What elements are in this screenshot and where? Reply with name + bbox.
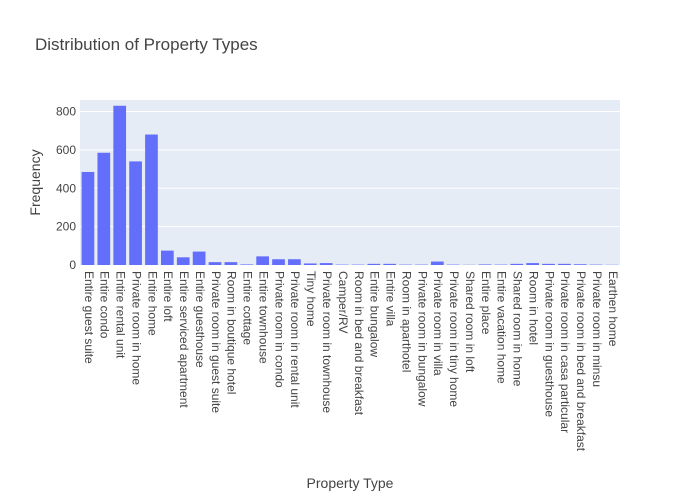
bar[interactable] bbox=[574, 264, 587, 265]
x-tick-label: Entire home bbox=[145, 271, 159, 336]
bar[interactable] bbox=[288, 259, 301, 265]
x-axis-title: Property Type bbox=[307, 475, 394, 491]
bar[interactable] bbox=[558, 264, 571, 265]
bar[interactable] bbox=[240, 264, 253, 265]
bar[interactable] bbox=[304, 263, 317, 265]
x-tick-label: Camper/RV bbox=[336, 271, 350, 333]
x-tick-label: Room in hotel bbox=[526, 271, 540, 345]
x-tick-label: Room in boutique hotel bbox=[225, 271, 239, 394]
x-tick-label: Entire serviced apartment bbox=[177, 271, 191, 408]
x-tick-label: Entire rental unit bbox=[114, 271, 128, 359]
x-tick-label: Private room in rental unit bbox=[288, 271, 302, 408]
x-tick-label: Shared room in loft bbox=[463, 271, 477, 373]
bar[interactable] bbox=[431, 262, 444, 265]
y-tick-label: 800 bbox=[56, 105, 76, 119]
x-tick-label: Shared room in home bbox=[511, 271, 525, 387]
plot-area bbox=[80, 100, 620, 265]
x-tick-label: Entire villa bbox=[384, 271, 398, 327]
x-tick-label: Entire bungalow bbox=[368, 271, 382, 357]
y-tick-label: 400 bbox=[56, 181, 76, 195]
x-tick-label: Entire loft bbox=[161, 271, 175, 322]
bar[interactable] bbox=[177, 257, 190, 265]
bar[interactable] bbox=[256, 256, 269, 265]
x-tick-label: Private room in bungalow bbox=[415, 271, 429, 407]
bar[interactable] bbox=[542, 264, 555, 265]
bar[interactable] bbox=[272, 259, 285, 265]
bar[interactable] bbox=[161, 251, 174, 265]
bar[interactable] bbox=[129, 161, 142, 265]
bar[interactable] bbox=[479, 264, 492, 265]
x-tick-label: Entire townhouse bbox=[256, 271, 270, 364]
x-tick-label: Room in bed and breakfast bbox=[352, 271, 366, 416]
bar[interactable] bbox=[510, 264, 523, 265]
x-tick-label: Entire cottage bbox=[241, 271, 255, 345]
x-tick-label: Private room in guesthouse bbox=[542, 271, 556, 417]
bar[interactable] bbox=[320, 263, 333, 265]
x-tick-label: Private room in villa bbox=[431, 271, 445, 376]
bar[interactable] bbox=[82, 172, 95, 265]
bar[interactable] bbox=[193, 252, 206, 265]
bar[interactable] bbox=[145, 135, 158, 265]
x-tick-label: Entire place bbox=[479, 271, 493, 335]
x-tick-label: Entire guesthouse bbox=[193, 271, 207, 368]
x-tick-label: Earthen home bbox=[606, 271, 620, 347]
x-tick-label: Private room in guest suite bbox=[209, 271, 223, 413]
x-tick-label: Private room in casa particular bbox=[558, 271, 572, 433]
bar[interactable] bbox=[97, 153, 110, 265]
y-tick-labels: 0 200 400 600 800 bbox=[56, 105, 76, 272]
x-tick-label: Tiny home bbox=[304, 271, 318, 327]
y-axis-title: Frequency bbox=[27, 149, 43, 215]
bar[interactable] bbox=[526, 263, 539, 265]
x-tick-label: Private room in townhouse bbox=[320, 271, 334, 413]
x-tick-labels: Entire guest suite Entire condo Entire ren… bbox=[82, 271, 620, 452]
x-tick-label: Private room in bed and breakfast bbox=[574, 271, 588, 452]
x-tick-label: Entire vacation home bbox=[495, 271, 509, 384]
bar[interactable] bbox=[225, 262, 238, 265]
y-tick-label: 600 bbox=[56, 143, 76, 157]
x-tick-label: Private room in tiny home bbox=[447, 271, 461, 407]
x-tick-label: Private room in condo bbox=[272, 271, 286, 388]
y-tick-label: 200 bbox=[56, 220, 76, 234]
x-tick-label: Entire guest suite bbox=[82, 271, 96, 364]
x-tick-label: Room in aparthotel bbox=[399, 271, 413, 372]
bar[interactable] bbox=[113, 106, 126, 265]
x-tick-label: Private room in minsu bbox=[590, 271, 604, 387]
x-tick-label: Private room in home bbox=[129, 271, 143, 385]
bar[interactable] bbox=[209, 262, 222, 265]
y-tick-label: 0 bbox=[69, 258, 76, 272]
x-tick-label: Entire condo bbox=[98, 271, 112, 339]
chart-title: Distribution of Property Types bbox=[35, 35, 258, 54]
bar[interactable] bbox=[367, 264, 380, 265]
bar[interactable] bbox=[383, 264, 396, 265]
